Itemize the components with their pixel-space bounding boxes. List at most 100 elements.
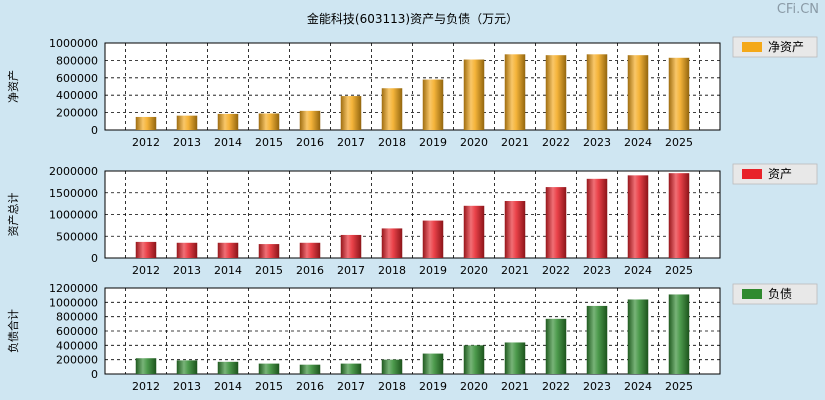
bar-2015 — [258, 113, 280, 130]
bar-2013 — [176, 360, 198, 374]
x-tick-label: 2024 — [624, 380, 652, 393]
x-tick-label: 2019 — [419, 380, 447, 393]
y-tick-label: 800000 — [56, 54, 98, 67]
bar-2019 — [422, 79, 444, 130]
x-tick-label: 2016 — [296, 264, 324, 277]
y-tick-label: 0 — [91, 252, 98, 265]
y-tick-label: 1500000 — [49, 187, 98, 200]
x-tick-label: 2023 — [583, 264, 611, 277]
bar-2017 — [340, 363, 362, 374]
x-tick-label: 2022 — [542, 264, 570, 277]
bar-2015 — [258, 363, 280, 374]
bar-2013 — [176, 242, 198, 258]
x-tick-label: 2018 — [378, 380, 406, 393]
bar-2022 — [545, 318, 567, 374]
bar-2016 — [299, 242, 321, 258]
bar-2024 — [627, 299, 649, 374]
bar-2021 — [504, 201, 526, 258]
bar-2025 — [668, 57, 690, 130]
legend-label: 资产 — [768, 167, 792, 181]
x-tick-label: 2021 — [501, 264, 529, 277]
x-tick-label: 2025 — [665, 136, 693, 149]
bar-2019 — [422, 353, 444, 374]
y-tick-label: 0 — [91, 368, 98, 381]
x-tick-label: 2014 — [214, 380, 242, 393]
y-axis-label: 负债合计 — [6, 309, 20, 353]
x-tick-label: 2014 — [214, 136, 242, 149]
bar-2017 — [340, 96, 362, 130]
bar-2016 — [299, 110, 321, 130]
x-tick-label: 2025 — [665, 264, 693, 277]
bar-2021 — [504, 342, 526, 374]
y-tick-label: 2000000 — [49, 165, 98, 178]
bar-2025 — [668, 294, 690, 374]
y-tick-label: 600000 — [56, 325, 98, 338]
x-tick-label: 2023 — [583, 380, 611, 393]
x-tick-label: 2021 — [501, 380, 529, 393]
bar-2017 — [340, 234, 362, 258]
bar-2012 — [135, 116, 157, 130]
bar-2025 — [668, 173, 690, 258]
x-tick-label: 2024 — [624, 264, 652, 277]
x-tick-label: 2015 — [255, 380, 283, 393]
x-tick-label: 2022 — [542, 136, 570, 149]
legend: 负债 — [732, 283, 818, 305]
bar-2022 — [545, 187, 567, 258]
y-tick-label: 400000 — [56, 89, 98, 102]
bar-2013 — [176, 115, 198, 130]
x-tick-label: 2012 — [132, 136, 160, 149]
x-tick-label: 2019 — [419, 136, 447, 149]
bar-2012 — [135, 241, 157, 258]
bar-2023 — [586, 305, 608, 374]
bar-2016 — [299, 364, 321, 374]
y-tick-label: 500000 — [56, 230, 98, 243]
y-tick-label: 0 — [91, 124, 98, 137]
watermark: CFi.CN — [776, 2, 819, 17]
x-tick-label: 2024 — [624, 136, 652, 149]
bar-2024 — [627, 55, 649, 130]
x-tick-label: 2012 — [132, 264, 160, 277]
y-tick-label: 1000000 — [49, 296, 98, 309]
x-tick-label: 2025 — [665, 380, 693, 393]
chart-panel-net_assets: 0 200000 400000 600000 800000 1000000 2012 2013… — [6, 36, 818, 149]
x-tick-label: 2014 — [214, 264, 242, 277]
bar-2023 — [586, 54, 608, 131]
legend-swatch — [742, 289, 762, 299]
x-tick-label: 2012 — [132, 380, 160, 393]
y-axis-label: 资产总计 — [6, 193, 20, 237]
bar-2014 — [217, 113, 239, 130]
x-tick-label: 2020 — [460, 264, 488, 277]
x-tick-label: 2016 — [296, 136, 324, 149]
bar-2019 — [422, 220, 444, 258]
chart-title: 金能科技(603113)资产与负债（万元） — [306, 12, 519, 26]
bar-2015 — [258, 244, 280, 258]
y-tick-label: 1000000 — [49, 209, 98, 222]
y-tick-label: 600000 — [56, 72, 98, 85]
legend: 资产 — [732, 163, 818, 185]
chart-panel-assets: 0 500000 1000000 1500000 2000000 2012 2013 2014… — [6, 163, 818, 277]
bar-2018 — [381, 88, 403, 130]
x-tick-label: 2021 — [501, 136, 529, 149]
bar-2018 — [381, 359, 403, 374]
bar-2020 — [463, 205, 485, 258]
x-tick-label: 2019 — [419, 264, 447, 277]
x-tick-label: 2018 — [378, 264, 406, 277]
bar-2024 — [627, 175, 649, 258]
x-tick-label: 2013 — [173, 264, 201, 277]
x-tick-label: 2020 — [460, 380, 488, 393]
bar-2012 — [135, 358, 157, 374]
bar-2018 — [381, 228, 403, 258]
bar-2022 — [545, 55, 567, 130]
legend-swatch — [742, 42, 762, 52]
x-tick-label: 2022 — [542, 380, 570, 393]
y-tick-label: 400000 — [56, 339, 98, 352]
x-tick-label: 2016 — [296, 380, 324, 393]
bar-2014 — [217, 361, 239, 374]
x-tick-label: 2018 — [378, 136, 406, 149]
y-tick-label: 200000 — [56, 107, 98, 120]
x-tick-label: 2023 — [583, 136, 611, 149]
x-tick-label: 2013 — [173, 380, 201, 393]
x-tick-label: 2017 — [337, 380, 365, 393]
x-tick-label: 2020 — [460, 136, 488, 149]
